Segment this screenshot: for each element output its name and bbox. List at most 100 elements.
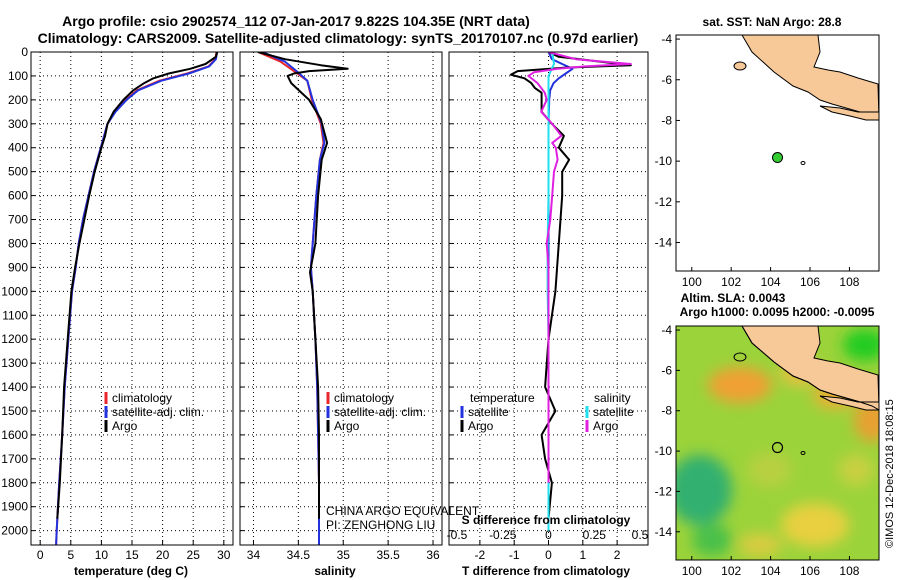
map-y-tick-label: -12	[655, 195, 673, 209]
y-tick-label: 1200	[1, 332, 28, 346]
temperature-ticks: 0 5 10 15 20 25 300100200300400500600700800900…	[1, 45, 231, 562]
x-tick-label: -2	[475, 548, 486, 562]
map-x-tick-label: 104	[761, 564, 781, 578]
y-tick-label: 1700	[1, 452, 28, 466]
temperature-legend: climatology satellite-adj. clim. Argo	[104, 391, 204, 433]
salinity-axes-frame	[239, 51, 443, 546]
legend-argo-label: Argo	[334, 419, 360, 433]
map-x-tick-label: 106	[800, 564, 820, 578]
map-x-tick-label: 100	[682, 564, 702, 578]
map-y-tick-label: -4	[661, 323, 672, 337]
difference-xlabel: T difference from climatology	[462, 564, 630, 578]
sla-high-patch	[738, 533, 782, 557]
y-tick-label: 1800	[1, 476, 28, 490]
y-tick-label: 600	[8, 189, 28, 203]
map-y-tick-label: -8	[661, 404, 672, 418]
x-tick-label: 15	[125, 548, 139, 562]
x-tick-label: 2	[614, 548, 621, 562]
sst-map-panel: sat. SST: NaN Argo: 28.8 100 102 104 106 108…	[655, 15, 880, 289]
x-tick-label: 5	[67, 548, 74, 562]
salinity-panel: 34 34.5 35 35.5 36 salinity climatology sate…	[239, 51, 480, 578]
salinity-series	[257, 52, 349, 545]
argo-position-marker	[771, 441, 784, 454]
legend-t-argo-label: Argo	[468, 419, 494, 433]
map-y-tick-label: -14	[655, 236, 673, 250]
legend-temperature-heading: temperature	[470, 391, 535, 405]
imos-timestamp: ©IMOS 12-Dec-2018 18:08:15	[884, 399, 896, 548]
map-x-tick-label: 102	[721, 275, 741, 289]
y-tick-label: 1400	[1, 380, 28, 394]
map-x-tick-label: 104	[761, 275, 781, 289]
difference-legend: temperature satellite Argo salinity sate…	[460, 391, 634, 433]
sla-map-title-line1: Altim. SLA: 0.0043	[681, 291, 786, 305]
sla-map-frame	[675, 325, 880, 561]
x-tick-label: 1	[579, 548, 586, 562]
y-tick-label: 1100	[2, 308, 28, 322]
s-axis-tick-label: 0.5	[632, 528, 649, 542]
x-tick-label: 0	[545, 548, 552, 562]
map-y-tick-label: -6	[661, 363, 672, 377]
sla-low-patch	[676, 455, 732, 525]
salinity-xlabel: salinity	[314, 564, 356, 578]
series-climatology	[55, 52, 218, 545]
y-tick-label: 1500	[1, 404, 28, 418]
series-argo	[257, 52, 349, 519]
map-y-tick-label: -4	[661, 32, 672, 46]
island-enggano	[733, 352, 747, 362]
christmas-island	[800, 161, 806, 165]
x-tick-label: 35.5	[376, 548, 400, 562]
map-y-tick-label: -10	[655, 154, 673, 168]
map-y-tick-label: -12	[655, 484, 673, 498]
y-tick-label: 400	[8, 141, 28, 155]
difference-panel: -2 -1 0 1 2 -0.5 -0.25 0 0.25 0.5 T difference fr…	[447, 51, 649, 578]
legend-t-satellite-label: satellite	[468, 405, 509, 419]
sla-high-patch	[781, 503, 849, 547]
christmas-island	[800, 451, 806, 455]
sla-map-panel: Altim. SLA: 0.0043 Argo h1000: 0.0095 h2…	[655, 291, 880, 578]
y-tick-label: 1300	[1, 356, 28, 370]
sla-mid-patch	[748, 452, 792, 488]
x-tick-label: 34.5	[287, 548, 311, 562]
java-land	[819, 395, 879, 411]
difference-s-axis-label: S difference from climatology	[462, 513, 631, 527]
y-tick-label: 1900	[1, 500, 28, 514]
x-tick-label: -1	[509, 548, 520, 562]
difference-ticks: -2 -1 0 1 2 -0.5 -0.25 0 0.25 0.5	[447, 51, 649, 562]
argo-position-marker	[772, 152, 783, 164]
map-x-tick-label: 108	[839, 275, 859, 289]
x-tick-label: 0	[37, 548, 44, 562]
y-tick-label: 500	[8, 165, 28, 179]
temperature-grid	[31, 51, 233, 545]
x-tick-label: 35	[337, 548, 351, 562]
x-tick-label: 10	[95, 548, 109, 562]
y-tick-label: 0	[21, 45, 28, 59]
temperature-xlabel: temperature (deg C)	[74, 564, 188, 578]
sla-map-ticks: 100 102 104 106 108 -4 -6 -8 -10 -12 -14	[655, 323, 860, 578]
y-tick-label: 800	[8, 236, 28, 250]
sst-map-frame	[675, 34, 880, 272]
salinity-legend: climatology satellite-adj. clim. Argo	[326, 391, 426, 433]
map-x-tick-label: 100	[682, 275, 702, 289]
map-y-tick-label: -14	[655, 525, 673, 539]
y-tick-label: 1000	[1, 284, 28, 298]
sst-map-title: sat. SST: NaN Argo: 28.8	[703, 15, 842, 29]
x-tick-label: 25	[187, 548, 201, 562]
x-tick-label: 34	[247, 548, 261, 562]
map-x-tick-label: 102	[721, 564, 741, 578]
sla-mid-patch	[838, 454, 874, 486]
salinity-ticks: 34 34.5 35 35.5 36	[240, 51, 440, 562]
series-salinity-argo	[527, 52, 632, 483]
legend-satellite-label: satellite-adj. clim.	[112, 405, 204, 419]
y-tick-label: 100	[8, 69, 28, 83]
map-y-tick-label: -8	[661, 113, 672, 127]
sla-high-patch	[708, 367, 772, 403]
map-x-tick-label: 106	[800, 275, 820, 289]
y-tick-label: 900	[8, 260, 28, 274]
x-tick-label: 20	[156, 548, 170, 562]
salinity-grid	[240, 51, 442, 545]
figure-title-line1: Argo profile: csio 2902574_112 07-Jan-20…	[62, 13, 530, 29]
sst-map-ticks: 100 102 104 106 108 -4 -6 -8 -10 -12 -14	[655, 32, 860, 289]
x-tick-label: 30	[217, 548, 231, 562]
x-tick-label: 36	[426, 548, 440, 562]
